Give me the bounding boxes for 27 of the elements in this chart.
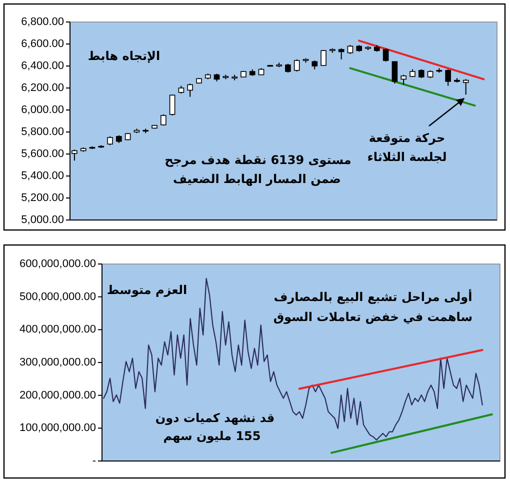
y-tick-label: 5,600.00 [21, 148, 64, 160]
y-tick-label: 100,000,000.00 [20, 422, 96, 434]
annotation: ضمن المسار الهابط الضعيف [172, 172, 342, 186]
annotation: الإتجاه هابط [88, 49, 160, 63]
y-tick-label: 300,000,000.00 [20, 356, 96, 368]
y-tick-label: 500,000,000.00 [20, 290, 96, 303]
y-tick-label: 200,000,000.00 [20, 389, 96, 402]
y-tick-label: 5,800.00 [21, 126, 64, 138]
annotation: لجلسة الثلاثاء [367, 150, 447, 164]
y-tick-label: 5,000.00 [21, 214, 64, 226]
y-tick-label: 600,000,000.00 [20, 258, 96, 270]
y-tick-label: 5,200.00 [21, 192, 64, 204]
annotation: مستوى 6139 نقطة هدف مرجح [164, 153, 352, 167]
annotation: أولى مراحل تشبع البيع بالمصارف [274, 289, 472, 304]
annotation: قد نشهد كميات دون [155, 411, 275, 425]
annotation: العزم متوسط [106, 283, 188, 297]
annotation: حركة متوقعة [368, 131, 446, 145]
y-tick-label: 6,400.00 [21, 60, 64, 72]
y-tick-label: 6,800.00 [21, 16, 64, 28]
y-tick-label: 6,000.00 [21, 104, 64, 116]
y-tick-label: - [92, 455, 96, 467]
y-tick-label: 6,200.00 [21, 82, 64, 94]
annotation: 155 مليون سهم [163, 429, 261, 443]
annotation: ساهمت في خفض تعاملات السوق [273, 310, 473, 324]
y-tick-label: 6,600.00 [21, 38, 64, 50]
y-tick-label: 5,400.00 [21, 170, 64, 182]
y-tick-label: 400,000,000.00 [20, 324, 96, 336]
